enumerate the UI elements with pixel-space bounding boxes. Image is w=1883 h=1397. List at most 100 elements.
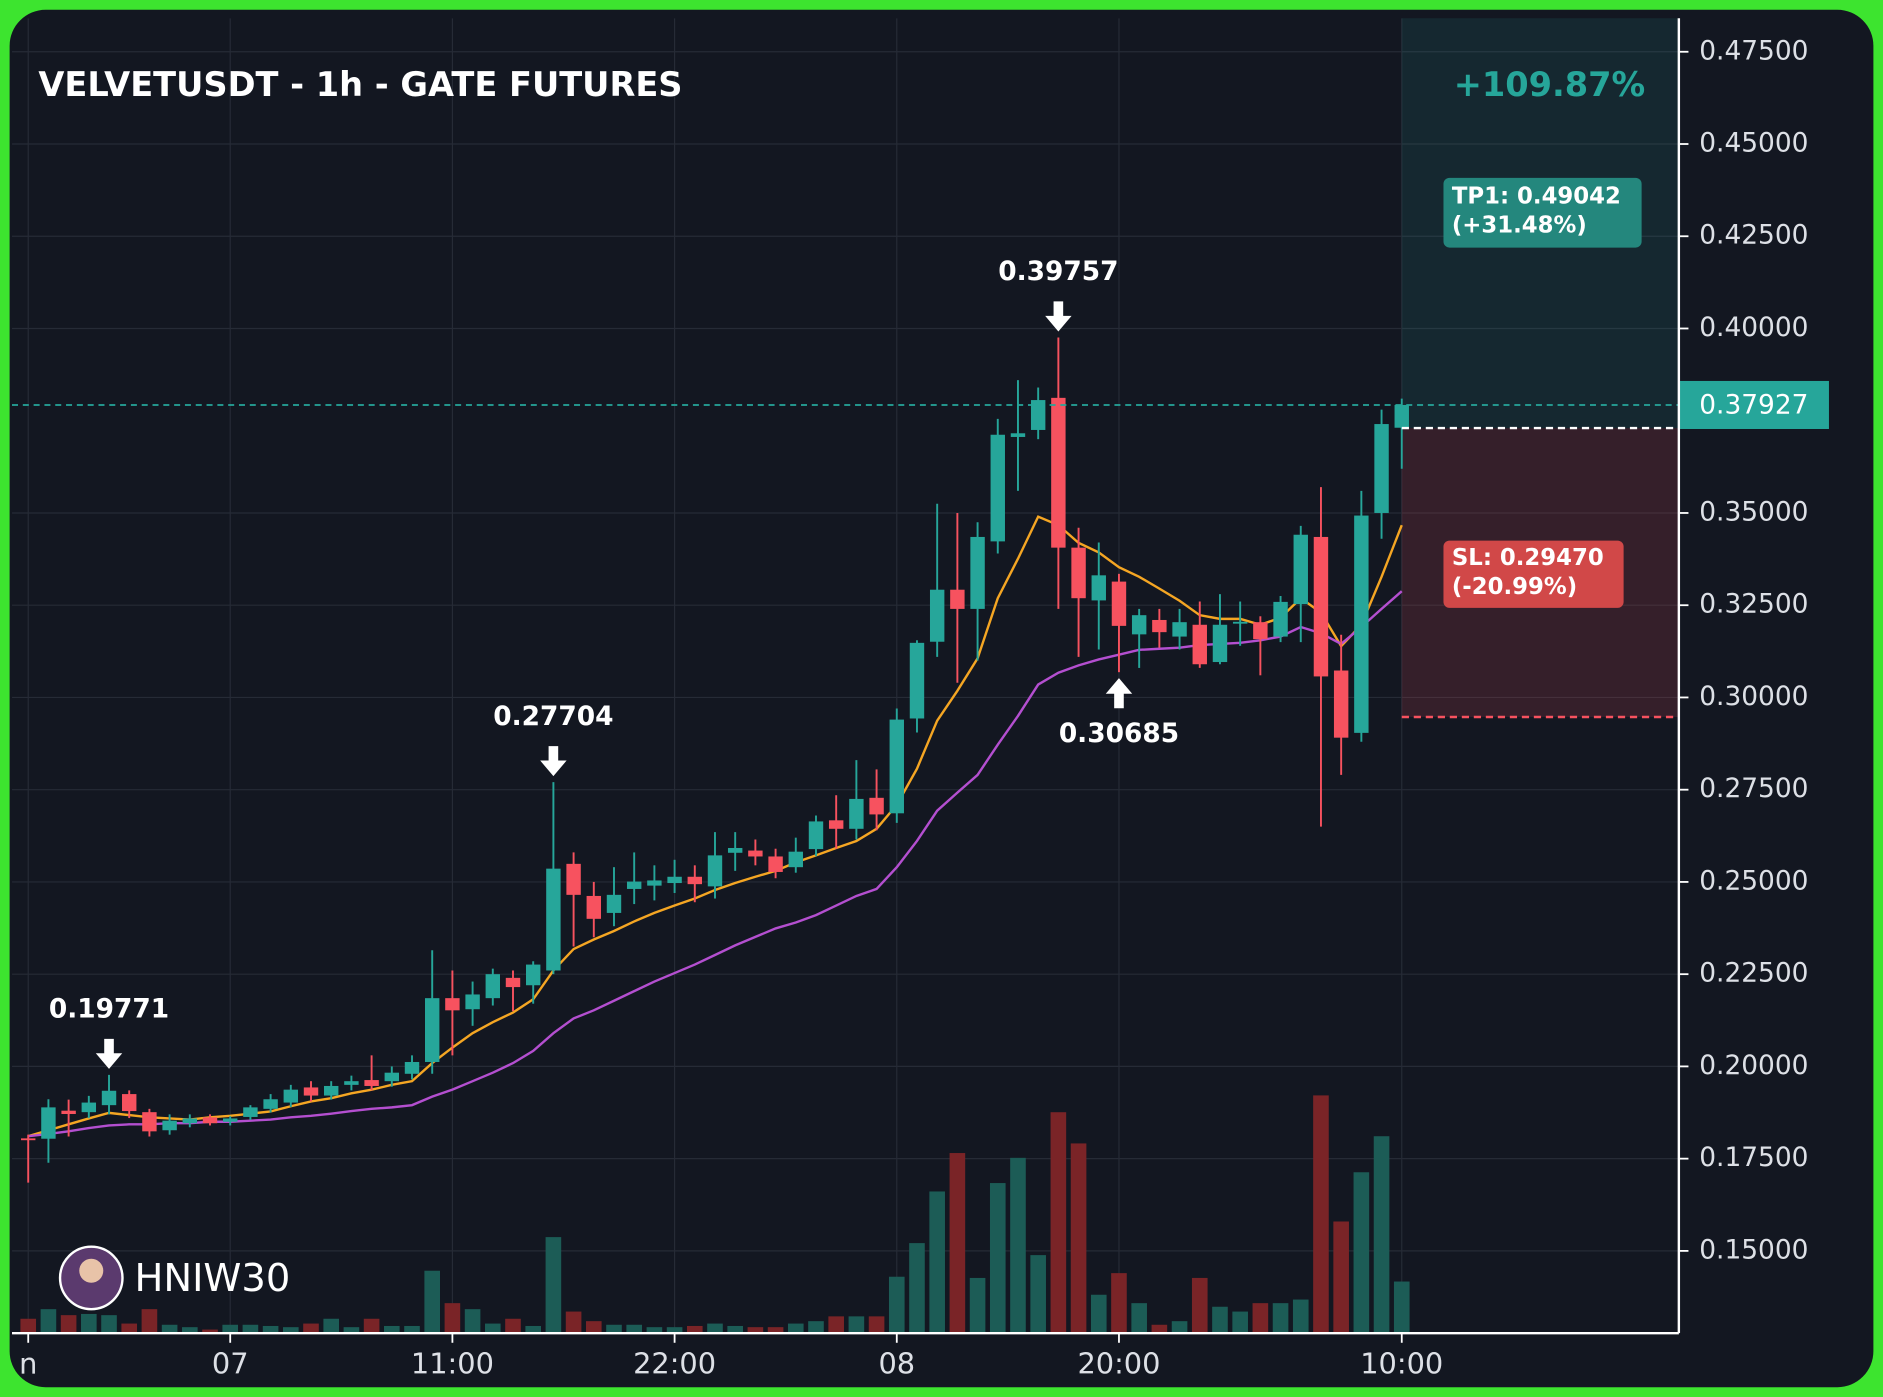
volume-bar bbox=[1393, 1281, 1410, 1334]
volume-bar bbox=[565, 1311, 582, 1334]
x-tick-label: 20:00 bbox=[1077, 1347, 1160, 1381]
candle-body bbox=[748, 850, 763, 857]
sl-change: (-20.99%) bbox=[1452, 574, 1577, 600]
volume-bar bbox=[182, 1327, 198, 1334]
annotation-label: 0.39757 bbox=[998, 256, 1118, 287]
annotation-arrow bbox=[95, 1038, 123, 1069]
candle-body bbox=[828, 820, 844, 829]
candle-body bbox=[647, 880, 662, 886]
volume-bar bbox=[525, 1325, 542, 1334]
volume-bar bbox=[747, 1327, 764, 1334]
y-tick-label: 0.32500 bbox=[1699, 589, 1808, 620]
y-tick-label: 0.17500 bbox=[1699, 1142, 1808, 1173]
candle-body bbox=[667, 876, 682, 884]
candle-body bbox=[21, 1138, 36, 1141]
candle-body bbox=[707, 855, 723, 887]
volume-bar bbox=[787, 1323, 804, 1334]
candle-body bbox=[364, 1080, 379, 1086]
volume-bar bbox=[646, 1327, 663, 1334]
zones bbox=[1401, 18, 1679, 718]
volume-bar bbox=[505, 1318, 521, 1334]
volume-bar bbox=[20, 1318, 37, 1334]
overlays: 0.37927 TP1: 0.49042(+31.48%) SL: 0.29470 (… bbox=[12, 177, 1829, 1069]
volume-bar bbox=[464, 1309, 481, 1334]
volume-bar bbox=[1070, 1143, 1087, 1334]
volume-bar bbox=[141, 1309, 158, 1334]
candles bbox=[21, 337, 1409, 1183]
candle-body bbox=[1212, 624, 1228, 663]
candle-body bbox=[808, 821, 824, 850]
volume-bar bbox=[707, 1323, 723, 1334]
candle-body bbox=[485, 974, 501, 999]
volume-bar bbox=[1050, 1112, 1067, 1334]
moving-average bbox=[28, 590, 1403, 1138]
candle-body bbox=[303, 1087, 319, 1096]
candle-body bbox=[142, 1112, 157, 1132]
candle-body bbox=[445, 998, 460, 1011]
volume-bar bbox=[969, 1277, 986, 1334]
volume-bar bbox=[848, 1316, 865, 1334]
candle-body bbox=[788, 851, 803, 868]
candle-body bbox=[283, 1089, 299, 1103]
y-tick-label: 0.20000 bbox=[1699, 1050, 1808, 1081]
volume-bar bbox=[949, 1153, 966, 1334]
y-tick-label: 0.35000 bbox=[1699, 496, 1808, 527]
candle-body bbox=[1051, 397, 1066, 548]
y-tick-label: 0.22500 bbox=[1699, 958, 1808, 989]
x-tick-label: 08 bbox=[878, 1347, 915, 1381]
candle-body bbox=[1333, 670, 1349, 738]
volume-bar bbox=[1111, 1273, 1127, 1334]
candle-body bbox=[869, 797, 884, 815]
background bbox=[9, 9, 1874, 1388]
candle-body bbox=[1030, 400, 1046, 430]
candle-body bbox=[1152, 619, 1167, 633]
candle-body bbox=[1293, 534, 1308, 605]
candle-body bbox=[505, 977, 521, 988]
candle-body bbox=[101, 1090, 117, 1106]
volume-bar bbox=[303, 1323, 319, 1334]
candle-body bbox=[61, 1110, 76, 1115]
candle-body bbox=[727, 847, 743, 853]
volume-bar bbox=[1090, 1294, 1107, 1334]
candle-body bbox=[546, 868, 561, 971]
volume-bar bbox=[1232, 1311, 1248, 1334]
volume-bar bbox=[1212, 1306, 1228, 1334]
tp-box bbox=[1443, 177, 1642, 248]
watermark: HNIW30 bbox=[135, 1256, 291, 1301]
volume-bar bbox=[666, 1327, 683, 1334]
candle-body bbox=[384, 1072, 400, 1082]
candle-body bbox=[1091, 575, 1106, 601]
volume-bar bbox=[121, 1323, 138, 1334]
candle-body bbox=[970, 536, 985, 609]
grid bbox=[12, 18, 1679, 1334]
candle-body bbox=[889, 719, 904, 814]
candle-body bbox=[1354, 515, 1369, 733]
volume-bar bbox=[1373, 1136, 1390, 1334]
volume-bar bbox=[40, 1309, 57, 1334]
volume bbox=[20, 1095, 1410, 1334]
annotation-arrow bbox=[540, 746, 567, 777]
candle-body bbox=[162, 1120, 177, 1131]
y-tick-label: 0.47500 bbox=[1699, 35, 1808, 66]
y-tick-label: 0.30000 bbox=[1699, 681, 1808, 712]
annotation-label: 0.19771 bbox=[49, 994, 169, 1025]
volume-bar bbox=[808, 1321, 824, 1334]
volume-bar bbox=[202, 1329, 218, 1334]
volume-bar bbox=[101, 1315, 117, 1334]
candle-body bbox=[182, 1118, 198, 1124]
x-tick-label: 10:00 bbox=[1360, 1347, 1443, 1381]
candle-body bbox=[1131, 615, 1147, 635]
candle-body bbox=[465, 994, 480, 1010]
x-tick-label: n bbox=[19, 1347, 37, 1381]
last-price-label: 0.37927 bbox=[1699, 390, 1808, 421]
candle-body bbox=[1172, 622, 1187, 637]
candle-body bbox=[202, 1117, 218, 1124]
volume-bar bbox=[888, 1276, 905, 1334]
volume-bar bbox=[161, 1324, 178, 1334]
volume-bar bbox=[585, 1321, 602, 1334]
volume-bar bbox=[1010, 1157, 1026, 1334]
volume-bar bbox=[606, 1324, 622, 1334]
candle-body bbox=[223, 1118, 238, 1122]
candle-body bbox=[626, 881, 642, 889]
x-tick-label: 11:00 bbox=[411, 1347, 494, 1381]
